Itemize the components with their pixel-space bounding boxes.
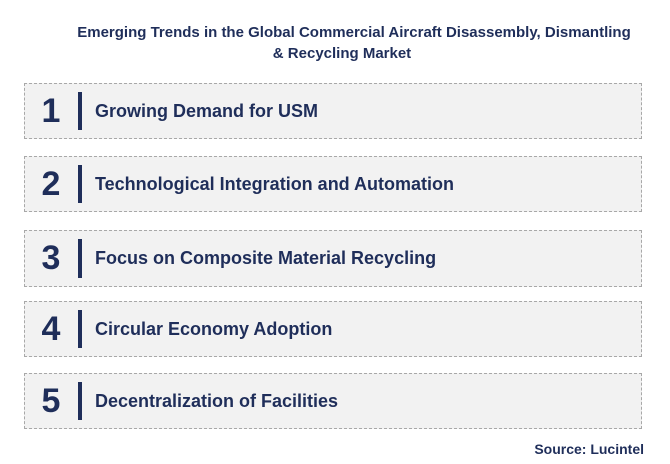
trend-number: 4 <box>41 309 61 348</box>
trend-divider <box>78 165 82 203</box>
trend-divider <box>78 92 82 130</box>
trend-item-5: 5 Decentralization of Facilities <box>24 373 642 429</box>
trend-divider <box>78 239 82 278</box>
title-line-2: & Recycling Market <box>272 45 412 62</box>
trend-item-3: 3 Focus on Composite Material Recycling <box>24 230 642 287</box>
trend-label: Decentralization of Facilities <box>95 390 339 411</box>
trend-divider <box>78 310 82 348</box>
source-credit: Source: Lucintel <box>534 441 644 457</box>
trend-label: Growing Demand for USM <box>95 100 319 121</box>
trend-label: Focus on Composite Material Recycling <box>95 248 437 268</box>
trend-divider <box>78 382 82 420</box>
trend-label: Technological Integration and Automation <box>95 173 454 194</box>
trend-number: 2 <box>41 164 61 203</box>
trend-number: 3 <box>41 239 61 277</box>
diagram-title: Emerging Trends in the Global Commercial… <box>0 22 670 64</box>
trend-number: 5 <box>41 381 61 420</box>
trend-item-1: 1 Growing Demand for USM <box>24 83 642 139</box>
trend-label: Circular Economy Adoption <box>95 318 333 339</box>
title-line-1: Emerging Trends in the Global Commercial… <box>77 24 631 41</box>
trend-item-4: 4 Circular Economy Adoption <box>24 301 642 357</box>
trend-number: 1 <box>41 91 61 130</box>
trend-item-2: 2 Technological Integration and Automati… <box>24 156 642 212</box>
